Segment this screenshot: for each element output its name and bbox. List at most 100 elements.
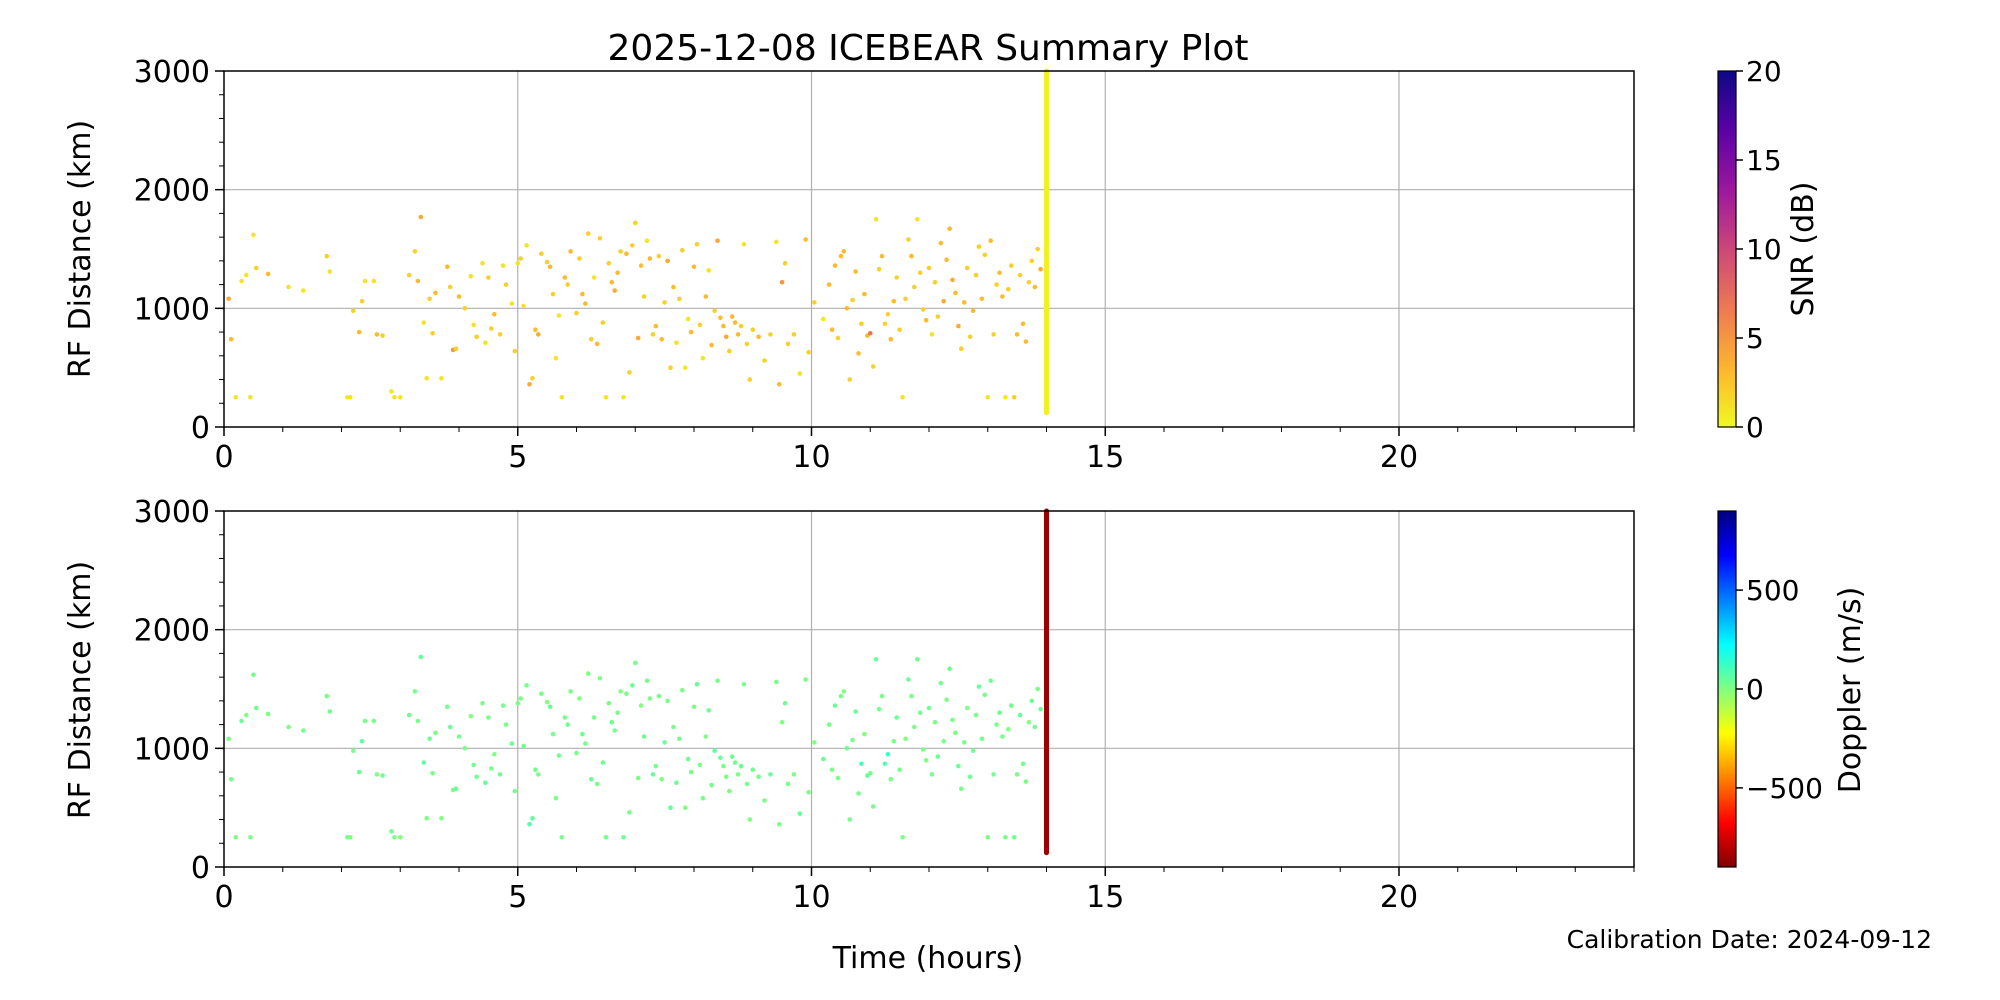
data-point — [727, 348, 732, 354]
data-point — [915, 657, 920, 662]
data-point — [873, 217, 879, 222]
data-point — [891, 298, 897, 304]
data-point — [500, 703, 506, 708]
data-point — [850, 737, 855, 743]
data-point — [812, 740, 817, 745]
data-point — [956, 763, 961, 769]
data-point — [844, 306, 850, 311]
data-point — [239, 718, 244, 724]
data-point — [1023, 779, 1029, 784]
data-point — [1017, 712, 1023, 718]
data-point — [447, 284, 453, 290]
data-point — [568, 689, 573, 694]
data-point — [650, 772, 656, 777]
data-point — [1009, 703, 1014, 708]
colorbar-gradient — [1717, 70, 1737, 428]
data-point — [935, 314, 941, 319]
data-point — [439, 376, 444, 381]
data-point — [973, 272, 979, 278]
data-point — [973, 712, 979, 718]
data-point — [253, 705, 259, 711]
data-point — [633, 660, 638, 666]
data-point — [1029, 258, 1035, 264]
data-point — [603, 835, 609, 840]
data-point — [239, 278, 244, 284]
data-point — [715, 238, 720, 243]
xlabel-time: Time (hours) — [832, 941, 1024, 976]
data-point — [1017, 272, 1023, 278]
data-point — [856, 351, 861, 356]
data-point — [588, 776, 594, 782]
colorbar-tick-label: 10 — [1746, 233, 1782, 266]
data-point — [876, 266, 882, 272]
data-point — [515, 260, 521, 266]
points-snr — [226, 214, 1043, 400]
y-tick-label: 1000 — [134, 732, 210, 767]
data-point — [762, 798, 767, 803]
data-point — [859, 321, 864, 327]
data-point — [635, 775, 641, 781]
colorbar-tick-label: 0 — [1746, 673, 1764, 706]
data-point — [244, 712, 249, 718]
data-point — [994, 722, 999, 727]
data-point — [782, 260, 788, 266]
data-point — [970, 748, 976, 753]
data-point — [709, 782, 714, 788]
data-point — [803, 237, 808, 242]
data-point — [806, 789, 811, 795]
data-point — [868, 771, 873, 776]
data-point — [682, 365, 688, 371]
data-point — [445, 704, 450, 710]
data-point — [421, 320, 427, 325]
data-point — [976, 244, 982, 249]
data-point — [873, 657, 879, 662]
colorbar-tick-label: 0 — [1746, 411, 1764, 444]
data-point — [559, 835, 565, 840]
data-point — [550, 291, 556, 297]
axes-frame-snr — [223, 70, 1635, 428]
data-point — [415, 278, 421, 284]
ylabel-snr: RF Distance (km) — [63, 120, 98, 378]
data-point — [553, 795, 559, 801]
data-point — [348, 395, 353, 400]
data-point — [891, 738, 897, 744]
data-point — [600, 320, 606, 325]
data-point — [715, 678, 720, 683]
data-point — [1011, 835, 1017, 840]
data-point — [641, 294, 647, 299]
data-point — [356, 329, 362, 335]
data-point — [615, 710, 620, 715]
data-point — [550, 731, 556, 737]
colorbar-doppler: −500 0 500 — [1717, 510, 1823, 868]
data-point — [944, 697, 949, 702]
data-point — [688, 329, 694, 335]
data-point — [462, 746, 468, 751]
grid-doppler — [224, 511, 1634, 867]
data-point — [671, 724, 676, 730]
data-point — [492, 312, 497, 317]
data-point — [932, 719, 938, 725]
data-point — [371, 278, 377, 284]
data-point — [962, 300, 967, 305]
data-point — [882, 761, 888, 767]
data-point — [647, 696, 653, 701]
data-point — [735, 772, 741, 777]
data-point — [583, 301, 588, 306]
data-point — [497, 332, 503, 337]
data-point — [471, 322, 477, 328]
data-point — [762, 358, 767, 363]
data-point — [756, 334, 761, 340]
data-point — [718, 315, 723, 321]
data-point — [724, 774, 729, 780]
data-point — [527, 822, 532, 827]
data-point — [586, 671, 591, 676]
data-point — [301, 728, 306, 733]
data-point — [1038, 706, 1043, 712]
data-point — [721, 763, 726, 769]
data-point — [694, 682, 700, 687]
data-point — [544, 259, 550, 265]
data-point — [1035, 246, 1040, 252]
data-point — [680, 247, 685, 253]
data-point — [559, 395, 565, 400]
data-point — [947, 226, 952, 232]
